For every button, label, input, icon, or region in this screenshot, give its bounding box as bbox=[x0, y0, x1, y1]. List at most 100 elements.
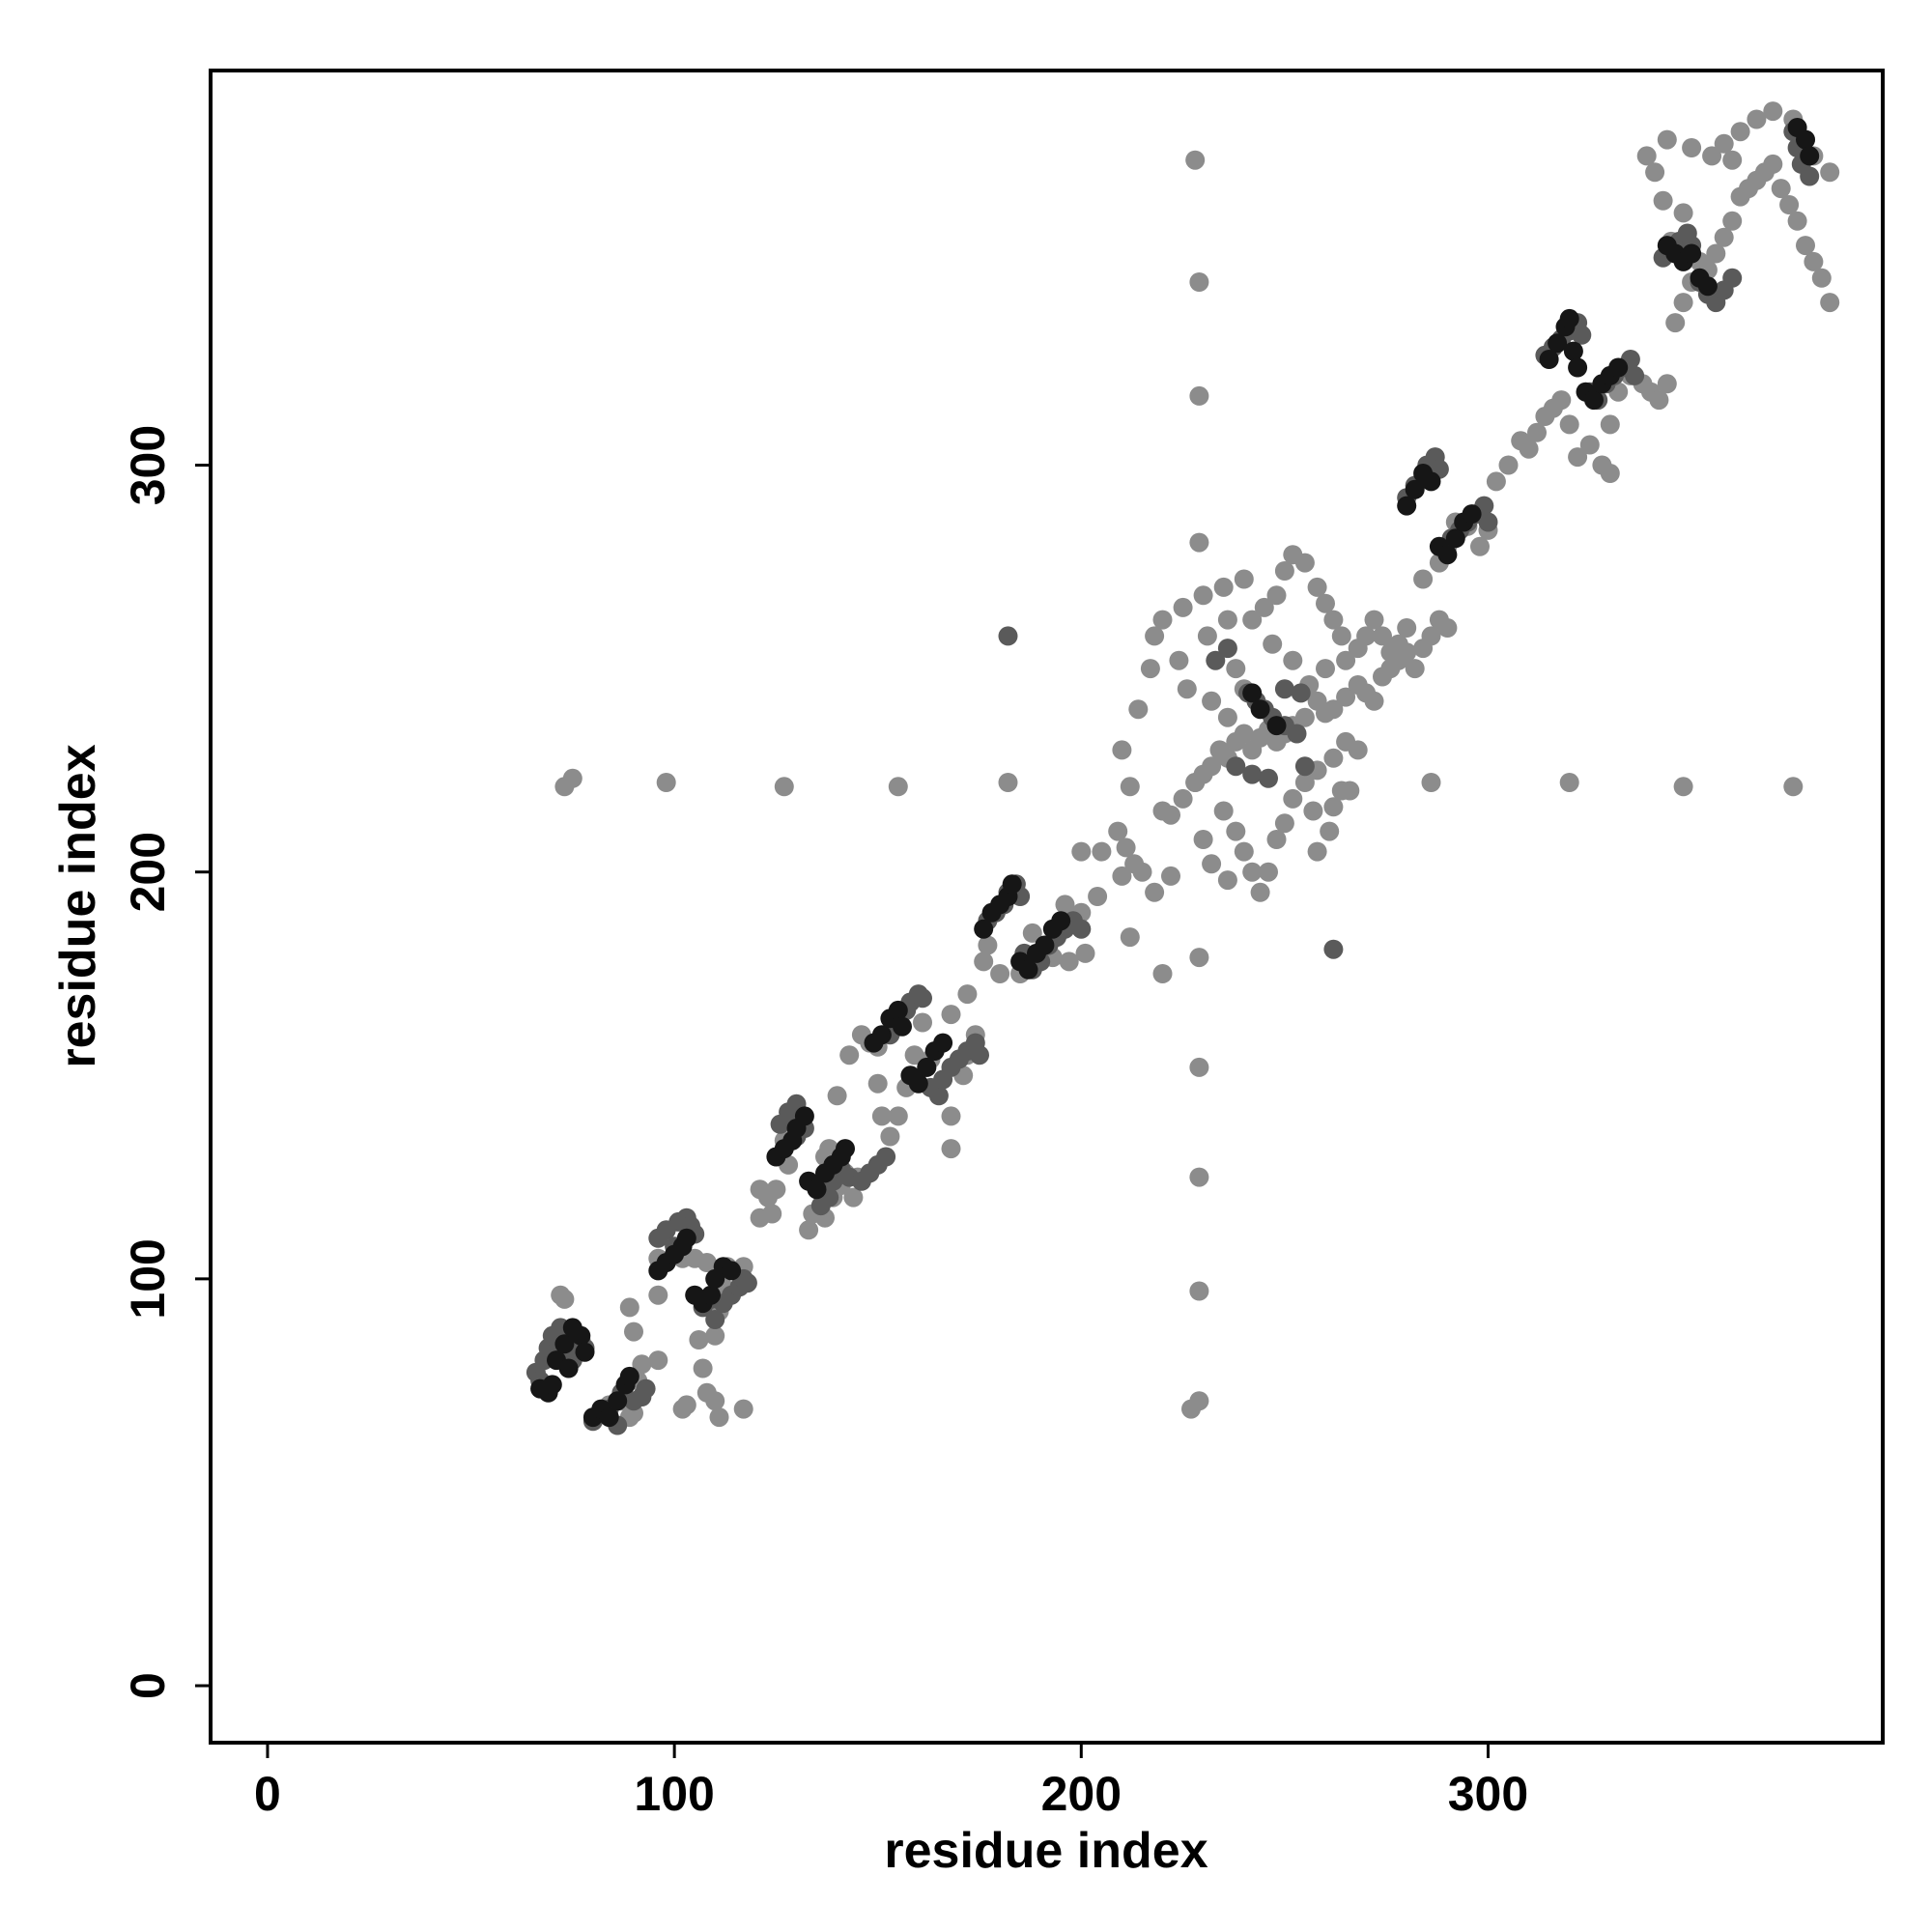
contact-point-light bbox=[1234, 724, 1254, 744]
contact-point-light bbox=[1193, 830, 1213, 849]
contact-point-light bbox=[1364, 691, 1384, 711]
contact-point-dark bbox=[1002, 874, 1022, 895]
contact-point-dark bbox=[1608, 357, 1629, 378]
x-tick-label: 300 bbox=[1448, 1767, 1528, 1821]
contact-point-dark bbox=[1697, 276, 1718, 297]
contact-point-light bbox=[1145, 626, 1165, 646]
contact-point-light bbox=[1323, 610, 1344, 630]
contact-point-dark bbox=[1462, 504, 1482, 525]
contact-point-dark bbox=[1563, 341, 1583, 361]
contact-point-light bbox=[799, 1220, 819, 1240]
contact-point-dark bbox=[542, 1375, 562, 1395]
contact-point-dark bbox=[888, 1000, 908, 1020]
contact-point-light bbox=[1388, 634, 1408, 654]
contact-point-light bbox=[1783, 777, 1804, 797]
contact-point-light bbox=[1336, 687, 1356, 707]
contact-point-light bbox=[1092, 841, 1112, 862]
contact-point-dark bbox=[1584, 390, 1604, 411]
contact-point-light bbox=[774, 777, 794, 797]
contact-point-light bbox=[1112, 740, 1132, 760]
contact-point-light bbox=[1022, 923, 1042, 943]
contact-point-light bbox=[1649, 390, 1669, 411]
contact-point-light bbox=[1820, 293, 1840, 313]
contact-point-light bbox=[1161, 866, 1180, 886]
contact-point-mid bbox=[876, 1147, 896, 1167]
y-tick-label: 100 bbox=[121, 1238, 175, 1319]
contact-point-light bbox=[693, 1358, 713, 1378]
contact-point-light bbox=[1579, 435, 1600, 455]
contact-point-dark bbox=[1548, 333, 1568, 354]
contact-point-dark bbox=[836, 1139, 855, 1159]
contact-point-light bbox=[762, 1204, 782, 1224]
y-tick-label: 0 bbox=[121, 1672, 175, 1699]
contact-point-light bbox=[1254, 597, 1274, 617]
contact-point-light bbox=[1120, 777, 1140, 797]
contact-point-light bbox=[1323, 699, 1344, 720]
contact-point-dark bbox=[807, 1179, 827, 1200]
contact-point-light bbox=[1303, 801, 1323, 821]
contact-point-light bbox=[880, 1126, 900, 1147]
contact-point-light bbox=[1348, 740, 1368, 760]
contact-point-light bbox=[1263, 634, 1283, 654]
contact-point-light bbox=[1189, 1057, 1209, 1077]
contact-point-light bbox=[1059, 952, 1079, 972]
contact-point-light bbox=[1657, 374, 1677, 394]
contact-point-light bbox=[1657, 129, 1677, 150]
contact-point-dark bbox=[794, 1106, 814, 1126]
contact-point-mid bbox=[1625, 365, 1645, 385]
x-tick-label: 200 bbox=[1041, 1767, 1122, 1821]
contact-point-light bbox=[1820, 162, 1840, 183]
contact-point-light bbox=[974, 952, 994, 972]
contact-point-light bbox=[1140, 659, 1160, 679]
x-axis-label: residue index bbox=[884, 1823, 1208, 1879]
contact-point-light bbox=[1161, 805, 1180, 825]
contact-point-dark bbox=[1018, 959, 1038, 980]
contact-point-light bbox=[941, 1139, 961, 1159]
contact-point-dark bbox=[701, 1285, 721, 1305]
contact-point-light bbox=[656, 773, 676, 792]
contact-point-dark bbox=[608, 1391, 628, 1411]
contact-point-light bbox=[1653, 190, 1673, 211]
contact-point-light bbox=[1055, 895, 1075, 915]
contact-point-light bbox=[705, 1391, 725, 1411]
contact-point-light bbox=[1413, 569, 1434, 589]
contact-point-light bbox=[827, 1086, 847, 1106]
contact-point-light bbox=[1796, 236, 1815, 256]
contact-point-dark bbox=[908, 1073, 928, 1094]
contact-point-dark bbox=[676, 1228, 696, 1248]
contact-point-light bbox=[1294, 707, 1315, 727]
contact-point-light bbox=[1213, 577, 1234, 597]
contact-point-light bbox=[1132, 862, 1152, 882]
contact-point-dark bbox=[1421, 471, 1441, 492]
contact-point-light bbox=[1294, 553, 1315, 573]
contact-point-mid bbox=[1478, 512, 1498, 532]
contact-point-light bbox=[990, 964, 1010, 983]
contact-point-light bbox=[1202, 854, 1222, 874]
contact-point-light bbox=[1283, 650, 1303, 670]
contact-point-light bbox=[1088, 887, 1108, 906]
contact-point-light bbox=[676, 1395, 696, 1415]
contact-point-light bbox=[1120, 927, 1140, 948]
contact-point-light bbox=[1112, 866, 1132, 886]
contact-point-light bbox=[1202, 756, 1222, 777]
contact-point-light bbox=[957, 984, 978, 1005]
contact-point-mid bbox=[1071, 919, 1092, 939]
contact-point-light bbox=[1747, 109, 1767, 129]
contact-point-light bbox=[1071, 841, 1092, 862]
contact-point-light bbox=[1213, 801, 1234, 821]
contact-point-light bbox=[1116, 838, 1136, 858]
contact-point-dark bbox=[917, 1057, 937, 1077]
contact-point-light bbox=[871, 1106, 892, 1126]
plot-frame bbox=[209, 69, 1885, 1745]
contact-point-mid bbox=[1722, 268, 1743, 288]
contact-point-light bbox=[1152, 964, 1173, 983]
contact-point-dark bbox=[933, 1033, 953, 1053]
contact-point-light bbox=[1217, 707, 1237, 727]
contact-point-light bbox=[1266, 585, 1287, 606]
contact-point-light bbox=[1242, 862, 1263, 882]
contact-point-light bbox=[1486, 471, 1506, 492]
contact-point-light bbox=[1189, 385, 1209, 406]
points-layer bbox=[526, 101, 1840, 1435]
contact-point-light bbox=[913, 1012, 932, 1033]
contact-point-mid bbox=[1217, 639, 1237, 659]
